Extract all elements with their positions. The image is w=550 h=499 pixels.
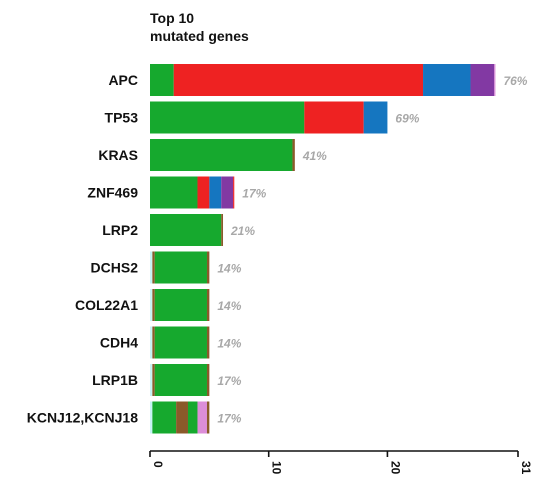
gene-label: LRP2	[102, 222, 138, 238]
percent-label: 14%	[217, 262, 241, 276]
bar-segment-brown	[292, 139, 295, 171]
x-tick-label: 0	[151, 461, 165, 468]
chart-title-line-1: Top 10	[150, 10, 194, 26]
bar-segment-blue	[423, 64, 471, 96]
x-tick-label: 20	[388, 461, 402, 475]
x-axis: 0 10 20 31	[149, 450, 533, 475]
bar-segment-green	[152, 401, 177, 434]
gene-label: LRP1B	[92, 372, 138, 388]
chart-title-line-2: mutated genes	[150, 28, 249, 44]
bars-group: APC 76% TP53 69% KRAS 41% ZNF469 17% LRP2 21% DCHS…	[27, 64, 528, 434]
gene-label: COL22A1	[75, 297, 138, 313]
bar-segment-brown	[152, 289, 155, 321]
bar-segment-brown	[206, 401, 210, 434]
bar-segment-green	[154, 289, 207, 321]
bar-segment-red	[197, 176, 210, 209]
bar-segment-pink	[494, 64, 496, 96]
bar-segment-brown	[206, 289, 210, 321]
bar-segment-brown	[152, 364, 155, 396]
bar-segment-green	[154, 251, 207, 284]
gene-label: DCHS2	[91, 260, 139, 276]
bar-segment-brown	[206, 326, 210, 359]
bar-segment-blue	[363, 101, 388, 134]
bar-segment-green	[150, 101, 305, 134]
percent-label: 14%	[217, 299, 241, 313]
percent-label: 21%	[230, 224, 255, 238]
bar-segment-blue	[209, 176, 222, 209]
bar-segment-brown	[176, 401, 188, 434]
bar-segment-cyan	[150, 289, 153, 321]
x-tick-label: 31	[519, 461, 533, 475]
percent-label: 17%	[242, 187, 266, 201]
gene-label: KRAS	[98, 147, 138, 163]
bar-segment-red	[304, 101, 364, 134]
gene-label: APC	[108, 72, 138, 88]
bar-segment-purple	[221, 176, 234, 209]
bar-segment-green	[187, 401, 198, 434]
bar-segment-green	[154, 364, 207, 396]
bar-segment-green	[150, 214, 222, 246]
bar-segment-brown	[206, 251, 210, 284]
gene-label: CDH4	[100, 335, 138, 351]
percent-label: 69%	[395, 112, 419, 126]
percent-label: 41%	[302, 149, 327, 163]
bar-segment-pink	[197, 401, 207, 434]
bar-segment-purple	[470, 64, 495, 96]
percent-label: 14%	[217, 337, 241, 351]
gene-label: TP53	[105, 110, 139, 126]
bar-segment-cyan	[150, 326, 153, 359]
bar-segment-cyan	[150, 401, 153, 434]
bar-segment-cyan	[150, 364, 153, 396]
percent-label: 17%	[217, 412, 241, 426]
x-tick-label: 10	[270, 461, 284, 475]
bar-segment-brown	[152, 326, 155, 359]
gene-label: ZNF469	[87, 185, 138, 201]
bar-segment-brown	[206, 364, 210, 396]
bar-segment-green	[150, 64, 174, 96]
bar-segment-cyan	[150, 251, 153, 284]
bar-segment-green	[154, 326, 207, 359]
bar-segment-red	[173, 64, 424, 96]
bar-segment-red	[233, 176, 235, 209]
percent-label: 17%	[217, 374, 241, 388]
bar-segment-brown	[221, 214, 224, 246]
gene-label: KCNJ12,KCNJ18	[27, 410, 138, 426]
bar-segment-brown	[152, 251, 155, 284]
bar-segment-green	[150, 139, 293, 171]
bar-segment-green	[150, 176, 198, 209]
percent-label: 76%	[503, 74, 527, 88]
